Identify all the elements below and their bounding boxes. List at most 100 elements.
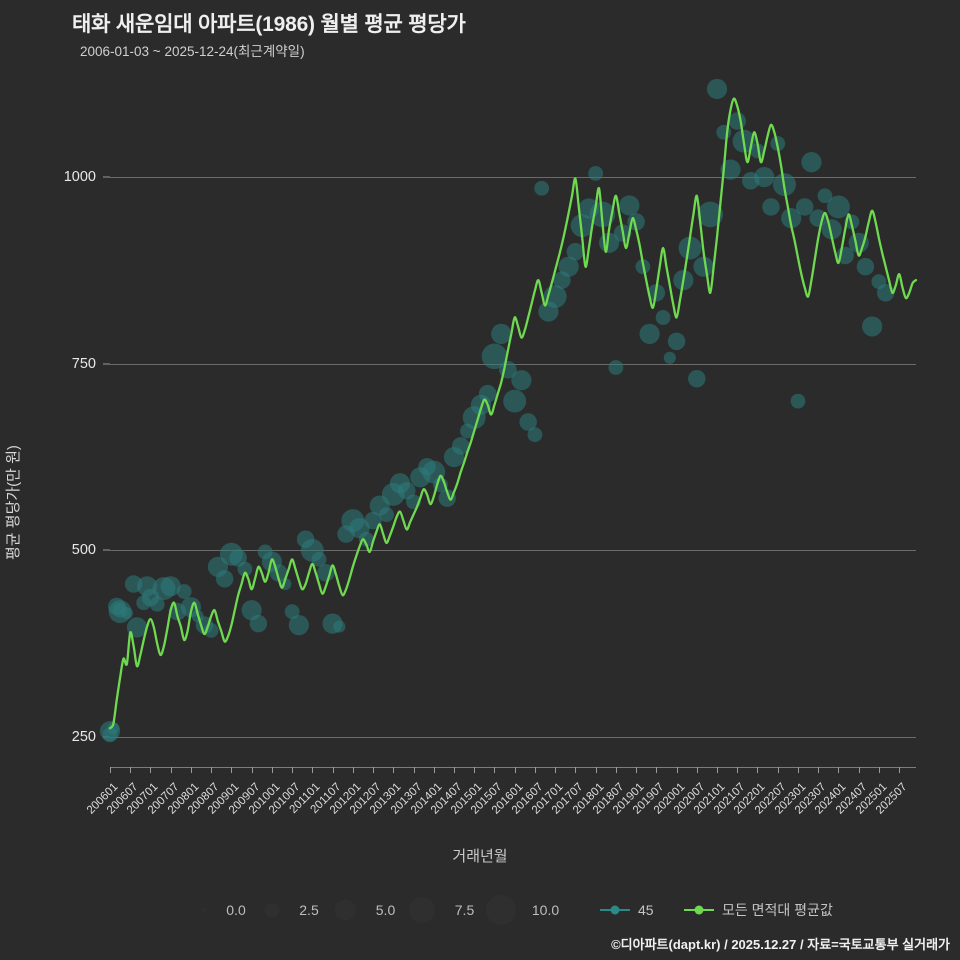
scatter-point	[639, 323, 660, 344]
x-tick-mark	[312, 767, 314, 773]
scatter-point	[655, 310, 671, 325]
y-tick-mark	[103, 736, 110, 738]
scatter-point	[120, 607, 133, 620]
scatter-point	[241, 600, 262, 621]
scatter-point	[296, 530, 315, 548]
scatter-point	[406, 494, 421, 510]
y-tick-label: 750	[71, 355, 96, 372]
scatter-point	[481, 343, 508, 370]
legend-size-label: 7.5	[454, 902, 475, 918]
scatter-point	[801, 152, 822, 173]
scatter-point	[836, 246, 854, 265]
scatter-point	[358, 531, 374, 547]
x-tick-mark	[292, 767, 294, 773]
scatter-point	[742, 172, 760, 190]
scatter-point	[108, 600, 132, 624]
legend-size-bubble	[265, 903, 279, 917]
average-line	[108, 97, 918, 730]
scatter-point	[229, 549, 247, 567]
scatter-point	[341, 509, 365, 533]
scatter-point	[381, 482, 405, 506]
scatter-point	[126, 617, 148, 638]
x-tick-mark	[737, 767, 739, 773]
y-tick-label: 1000	[63, 169, 96, 186]
legend-size-label: 0.0	[226, 902, 246, 918]
scatter-point	[470, 394, 492, 415]
legend-size-label: 2.5	[299, 902, 319, 918]
scatter-point	[876, 284, 895, 302]
y-tick-label: 500	[71, 542, 96, 559]
x-tick-mark	[615, 767, 617, 773]
scatter-point	[149, 596, 165, 612]
scatter-point	[379, 507, 394, 522]
scatter-point	[137, 576, 158, 597]
x-tick-mark	[656, 767, 658, 773]
scatter-point	[608, 360, 624, 375]
scatter-point	[279, 578, 292, 591]
scatter-point	[762, 198, 780, 216]
legend-series-marker[interactable]	[610, 905, 620, 915]
legend-series-marker[interactable]	[694, 905, 704, 915]
x-tick-mark	[777, 767, 779, 773]
scatter-point	[249, 614, 268, 633]
scatter-point	[333, 620, 346, 633]
scatter-point	[207, 556, 229, 577]
x-tick-mark	[393, 767, 395, 773]
scatter-point	[821, 219, 842, 240]
x-tick-mark	[211, 767, 213, 773]
scatter-point	[543, 285, 567, 308]
scatter-point	[716, 124, 732, 140]
scatter-point	[693, 256, 714, 277]
scatter-point	[422, 460, 446, 484]
scatter-point	[589, 201, 616, 228]
scatter-point	[322, 613, 343, 634]
scatter-point	[809, 209, 827, 227]
scatter-point	[795, 198, 814, 216]
scatter-point	[180, 597, 202, 618]
scatter-point	[107, 722, 120, 735]
legend-size-label: 10.0	[531, 902, 560, 918]
x-tick-mark	[696, 767, 698, 773]
x-tick-mark	[676, 767, 678, 773]
scatter-point	[462, 406, 486, 429]
x-tick-mark	[170, 767, 172, 773]
scatter-point	[369, 495, 390, 516]
scatter-point	[697, 201, 724, 228]
x-tick-mark	[818, 767, 820, 773]
scatter-point	[844, 214, 860, 230]
scatter-point	[728, 112, 747, 130]
scatter-point	[141, 588, 160, 607]
x-tick-mark	[797, 767, 799, 773]
scatter-point	[284, 604, 300, 620]
scatter-point	[219, 542, 243, 566]
scatter-point	[410, 467, 431, 488]
legend-series-label[interactable]: 모든 면적대 평균값	[722, 902, 833, 918]
scatter-point	[124, 575, 143, 593]
scatter-point	[848, 232, 869, 253]
scatter-point	[527, 427, 543, 443]
scatter-point	[337, 525, 355, 543]
x-tick-mark	[413, 767, 415, 773]
scatter-point	[491, 323, 512, 344]
scatter-point	[191, 610, 204, 623]
scatter-point	[438, 489, 456, 507]
scatter-point	[663, 351, 676, 364]
scatter-point	[451, 437, 470, 455]
y-axis-label: 평균 평당가(만 원)	[5, 445, 22, 560]
scatter-point	[349, 517, 370, 539]
x-tick-mark	[595, 767, 597, 773]
scatter-point	[856, 257, 875, 276]
scatter-point	[534, 180, 550, 196]
gridline	[110, 363, 916, 365]
y-tick-mark	[103, 363, 110, 365]
scatter-point	[288, 615, 309, 636]
scatter-point	[817, 188, 833, 204]
scatter-point	[558, 256, 579, 277]
x-tick-mark	[838, 767, 840, 773]
x-tick-mark	[231, 767, 233, 773]
y-tick-mark	[103, 176, 110, 178]
x-tick-mark	[878, 767, 880, 773]
legend-series-label[interactable]: 45	[638, 902, 654, 918]
scatter-point	[790, 393, 806, 409]
